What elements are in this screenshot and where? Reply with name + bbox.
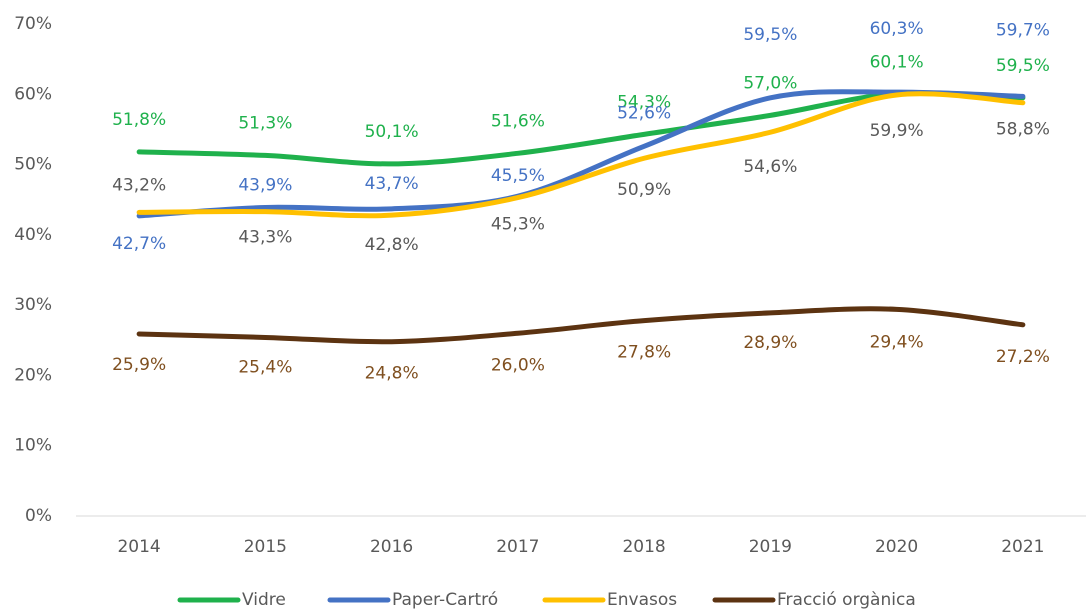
data-label: 60,1% <box>870 53 924 73</box>
data-label: 28,9% <box>743 333 797 353</box>
data-label: 45,3% <box>491 215 545 235</box>
x-tick-label: 2021 <box>1001 537 1044 557</box>
data-label: 58,8% <box>996 120 1050 140</box>
data-label: 57,0% <box>743 73 797 93</box>
data-label: 24,8% <box>365 364 419 384</box>
y-tick-label: 20% <box>14 365 52 385</box>
series-line <box>136 306 1026 345</box>
data-label: 43,3% <box>238 228 292 248</box>
data-label: 51,3% <box>238 113 292 133</box>
data-label: 59,5% <box>743 25 797 45</box>
x-tick-label: 2019 <box>749 537 792 557</box>
data-label: 43,7% <box>365 174 419 194</box>
y-tick-label: 40% <box>14 225 52 245</box>
data-label: 59,7% <box>996 20 1050 40</box>
data-label: 60,3% <box>870 19 924 39</box>
y-tick-label: 50% <box>14 155 52 175</box>
x-tick-label: 2017 <box>496 537 539 557</box>
data-label: 52,6% <box>617 103 671 123</box>
data-label: 43,9% <box>238 175 292 195</box>
data-label: 50,1% <box>365 122 419 142</box>
data-label: 54,6% <box>743 157 797 177</box>
y-tick-label: 30% <box>14 295 52 315</box>
data-label: 54,3% <box>617 92 671 112</box>
data-label: 45,5% <box>491 166 545 186</box>
data-label: 51,6% <box>491 111 545 131</box>
series-line <box>136 91 1026 219</box>
data-label: 27,8% <box>617 343 671 363</box>
legend-label: Envasos <box>607 590 677 610</box>
data-label: 59,9% <box>870 121 924 141</box>
data-label: 42,7% <box>112 234 166 254</box>
legend-label: Vidre <box>242 590 286 610</box>
x-tick-label: 2014 <box>117 537 160 557</box>
y-tick-label: 60% <box>14 84 52 104</box>
data-label: 25,9% <box>112 355 166 375</box>
x-tick-label: 2020 <box>875 537 918 557</box>
y-tick-label: 10% <box>14 436 52 456</box>
legend-label: Fracció orgànica <box>777 590 916 610</box>
legend-label: Paper-Cartró <box>392 590 498 610</box>
data-label: 26,0% <box>491 355 545 375</box>
data-label: 42,8% <box>365 235 419 255</box>
data-label: 27,2% <box>996 347 1050 367</box>
series-line <box>136 89 1026 219</box>
data-label: 43,2% <box>112 175 166 195</box>
data-label: 25,4% <box>238 357 292 377</box>
y-tick-label: 0% <box>25 506 52 526</box>
data-label: 29,4% <box>870 332 924 352</box>
x-tick-label: 2018 <box>622 537 665 557</box>
x-tick-label: 2015 <box>244 537 287 557</box>
y-tick-label: 70% <box>14 14 52 34</box>
x-tick-label: 2016 <box>370 537 413 557</box>
data-label: 51,8% <box>112 110 166 130</box>
data-label: 50,9% <box>617 180 671 200</box>
data-label: 59,5% <box>996 56 1050 76</box>
